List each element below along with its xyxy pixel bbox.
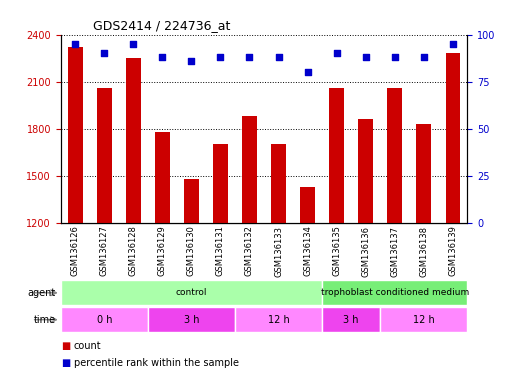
- Text: count: count: [74, 341, 101, 351]
- Point: [303, 69, 312, 75]
- Bar: [235, 307, 322, 332]
- Point: [420, 54, 428, 60]
- Text: percentile rank within the sample: percentile rank within the sample: [74, 358, 239, 368]
- Bar: [148, 307, 235, 332]
- Text: GSM136138: GSM136138: [419, 225, 428, 276]
- Point: [391, 54, 399, 60]
- Bar: [97, 88, 111, 223]
- Text: control: control: [176, 288, 207, 297]
- Bar: [271, 144, 286, 223]
- Text: 3 h: 3 h: [343, 314, 359, 325]
- Text: GSM136137: GSM136137: [390, 225, 399, 276]
- Text: GSM136136: GSM136136: [361, 225, 370, 276]
- Text: GSM136134: GSM136134: [303, 225, 312, 276]
- Point: [187, 58, 196, 64]
- Point: [158, 54, 167, 60]
- Text: GSM136132: GSM136132: [245, 225, 254, 276]
- Point: [333, 50, 341, 56]
- Point: [449, 41, 457, 47]
- Text: trophoblast conditioned medium: trophoblast conditioned medium: [320, 288, 469, 297]
- Text: GSM136129: GSM136129: [158, 225, 167, 276]
- Point: [71, 41, 80, 47]
- Bar: [417, 124, 431, 223]
- Bar: [126, 58, 140, 223]
- Bar: [242, 116, 257, 223]
- Text: ■: ■: [61, 341, 70, 351]
- Bar: [68, 47, 82, 223]
- Point: [100, 50, 109, 56]
- Text: GSM136133: GSM136133: [274, 225, 283, 276]
- Bar: [388, 88, 402, 223]
- Text: GSM136139: GSM136139: [448, 225, 457, 276]
- Text: GSM136130: GSM136130: [187, 225, 196, 276]
- Bar: [213, 144, 228, 223]
- Bar: [155, 132, 169, 223]
- Text: 12 h: 12 h: [413, 314, 435, 325]
- Point: [275, 54, 283, 60]
- Text: GSM136135: GSM136135: [332, 225, 341, 276]
- Text: GDS2414 / 224736_at: GDS2414 / 224736_at: [93, 19, 231, 32]
- Bar: [322, 307, 380, 332]
- Bar: [329, 88, 344, 223]
- Bar: [446, 53, 460, 223]
- Text: GSM136131: GSM136131: [216, 225, 225, 276]
- Bar: [300, 187, 315, 223]
- Text: GSM136126: GSM136126: [71, 225, 80, 276]
- Text: agent: agent: [27, 288, 55, 298]
- Text: 0 h: 0 h: [97, 314, 112, 325]
- Bar: [322, 280, 467, 305]
- Text: ■: ■: [61, 358, 70, 368]
- Bar: [61, 307, 148, 332]
- Bar: [380, 307, 467, 332]
- Text: time: time: [33, 314, 55, 325]
- Text: GSM136128: GSM136128: [129, 225, 138, 276]
- Bar: [61, 280, 322, 305]
- Point: [129, 41, 138, 47]
- Point: [245, 54, 254, 60]
- Point: [216, 54, 225, 60]
- Text: GSM136127: GSM136127: [100, 225, 109, 276]
- Point: [361, 54, 370, 60]
- Text: 3 h: 3 h: [184, 314, 199, 325]
- Bar: [184, 179, 199, 223]
- Text: 12 h: 12 h: [268, 314, 289, 325]
- Bar: [359, 119, 373, 223]
